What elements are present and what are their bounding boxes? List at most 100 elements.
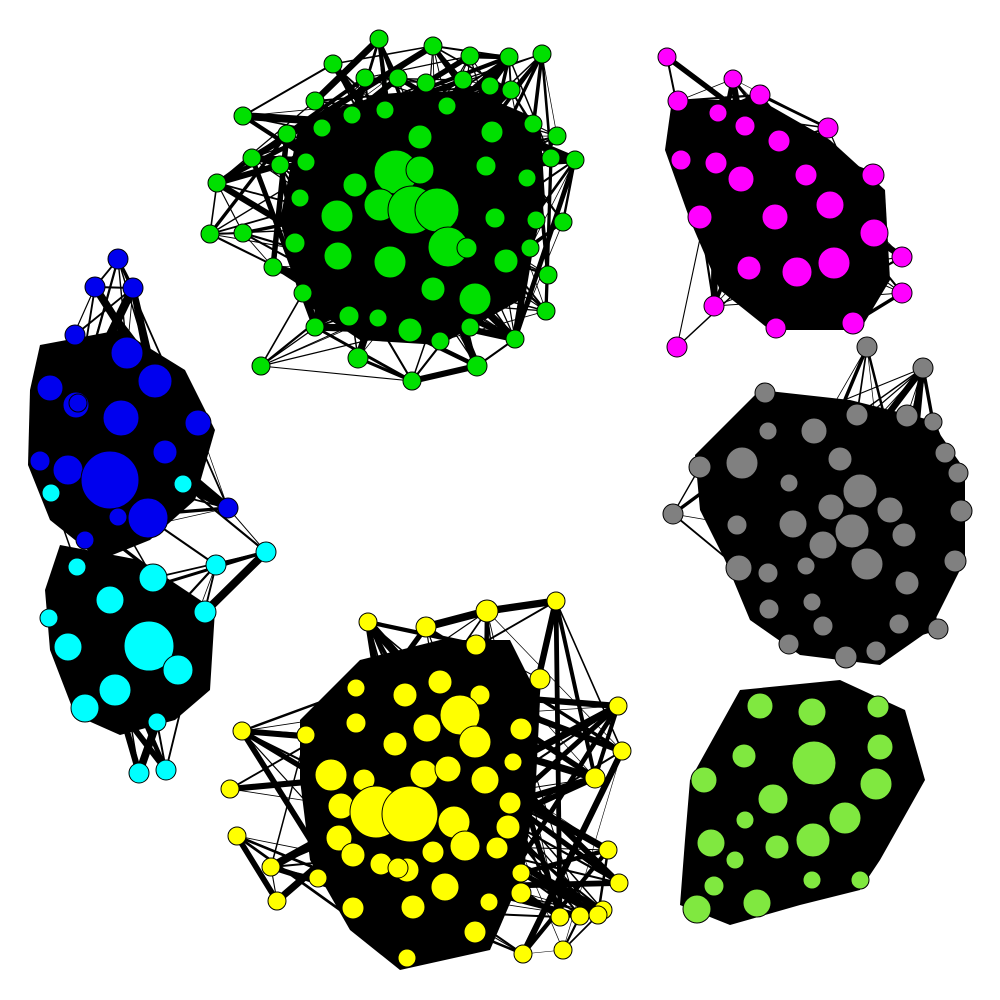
cyan-node <box>123 620 175 672</box>
cyan-node <box>39 608 59 628</box>
gray-node <box>817 493 845 521</box>
edge <box>397 867 524 955</box>
edge <box>377 317 516 340</box>
edge <box>774 255 904 330</box>
edge <box>147 380 156 519</box>
blue-node <box>52 454 84 486</box>
edge <box>796 174 807 273</box>
yellow-node <box>495 814 521 840</box>
gray-node <box>947 462 969 484</box>
yellow-node <box>220 779 240 799</box>
green-node <box>355 68 375 88</box>
cyan-node <box>41 483 61 503</box>
green-node <box>290 188 310 208</box>
gray-node <box>758 598 780 620</box>
magenta-node <box>736 255 762 281</box>
edge <box>738 506 832 569</box>
edge <box>738 346 868 569</box>
lightgreen-node <box>797 697 827 727</box>
edge <box>672 513 738 526</box>
edge <box>827 127 875 234</box>
edge <box>302 292 547 312</box>
edge <box>379 204 434 290</box>
edge <box>676 162 717 348</box>
edge <box>406 768 449 959</box>
gray-node <box>725 446 759 480</box>
gray-node <box>834 513 870 549</box>
gray-node <box>802 592 822 612</box>
gray-node <box>834 645 858 669</box>
lightgreen-node <box>746 692 774 720</box>
edge <box>676 93 762 103</box>
green-node <box>520 238 540 258</box>
edge <box>541 53 558 137</box>
yellow-node <box>261 857 281 877</box>
blue-node <box>80 450 140 510</box>
cyan-node <box>155 759 177 781</box>
green-node <box>565 150 585 170</box>
edge <box>508 801 610 852</box>
gray-node <box>827 446 853 472</box>
edge <box>269 263 474 331</box>
lightgreen-node <box>802 870 822 890</box>
green-node <box>420 276 446 302</box>
green-node <box>242 148 262 168</box>
magenta-node <box>667 90 689 112</box>
magenta-node <box>723 69 743 89</box>
edge <box>764 364 927 577</box>
green-node <box>532 44 552 64</box>
edge <box>268 864 478 935</box>
green-node <box>342 105 362 125</box>
cyan-node <box>205 554 227 576</box>
edge <box>903 412 959 565</box>
magenta-node <box>817 246 851 280</box>
gray-node <box>934 442 956 464</box>
green-node <box>277 124 297 144</box>
gray-node <box>865 640 887 662</box>
green-node <box>541 148 561 168</box>
green-node <box>501 80 521 100</box>
gray-node <box>725 554 753 582</box>
lightgreen-node <box>866 695 890 719</box>
yellow-node <box>458 725 492 759</box>
green-node <box>423 36 443 56</box>
lightgreen-node <box>682 894 712 924</box>
edge <box>746 202 833 271</box>
yellow-node <box>415 616 437 638</box>
gray-node <box>895 404 919 428</box>
green-node <box>368 308 388 328</box>
gray-node <box>754 382 776 404</box>
yellow-node <box>485 836 509 860</box>
edge <box>352 907 561 918</box>
yellow-node <box>387 857 409 879</box>
edge <box>317 877 414 908</box>
edge <box>741 122 877 179</box>
green-node <box>484 207 506 229</box>
lightgreen-node <box>703 875 725 897</box>
green-node <box>547 126 567 146</box>
edge <box>213 161 284 187</box>
green-node <box>397 317 423 343</box>
green-node <box>480 76 500 96</box>
edge <box>337 836 467 848</box>
edge <box>235 834 409 960</box>
cyan-node <box>138 563 168 593</box>
edge <box>518 726 598 781</box>
magenta-node <box>657 47 677 67</box>
green-node <box>414 187 460 233</box>
magenta-node <box>703 295 725 317</box>
magenta-node <box>861 163 885 187</box>
yellow-node <box>296 725 316 745</box>
lightgreen-node <box>696 828 726 858</box>
edge <box>302 177 528 294</box>
gray-node <box>662 503 684 525</box>
yellow-node <box>346 678 366 698</box>
edge <box>302 106 389 166</box>
edge <box>507 800 622 886</box>
blue-node <box>184 409 212 437</box>
edge <box>239 728 398 747</box>
yellow-node <box>400 894 426 920</box>
edge <box>509 802 604 911</box>
edge <box>49 491 207 614</box>
green-node <box>526 210 546 230</box>
